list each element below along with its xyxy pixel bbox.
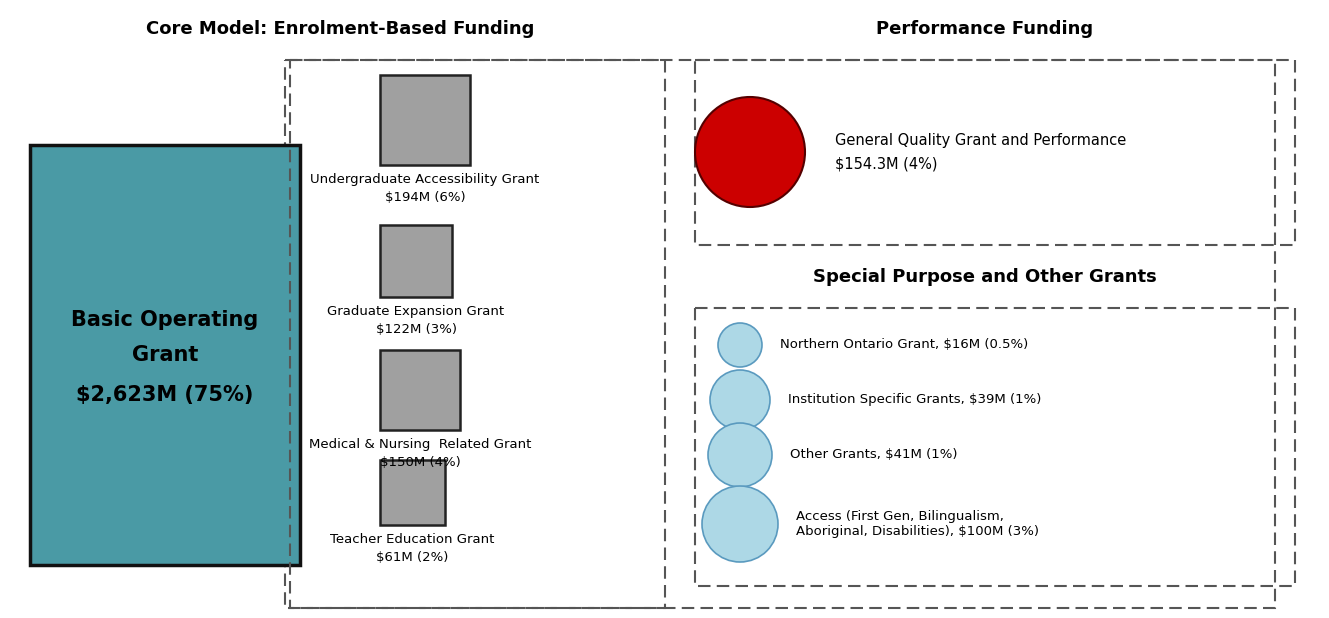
FancyBboxPatch shape bbox=[31, 145, 300, 565]
Circle shape bbox=[710, 370, 769, 430]
Circle shape bbox=[718, 323, 762, 367]
Text: Other Grants, $41M (1%): Other Grants, $41M (1%) bbox=[789, 449, 957, 462]
Text: Grant: Grant bbox=[132, 345, 198, 365]
FancyBboxPatch shape bbox=[380, 350, 460, 430]
Text: $61M (2%): $61M (2%) bbox=[376, 551, 449, 564]
Text: Performance Funding: Performance Funding bbox=[876, 20, 1094, 38]
Text: Undergraduate Accessibility Grant: Undergraduate Accessibility Grant bbox=[311, 173, 540, 186]
Text: Institution Specific Grants, $39M (1%): Institution Specific Grants, $39M (1%) bbox=[788, 394, 1042, 407]
Circle shape bbox=[695, 97, 805, 207]
Text: Graduate Expansion Grant: Graduate Expansion Grant bbox=[327, 305, 505, 318]
Text: Northern Ontario Grant, $16M (0.5%): Northern Ontario Grant, $16M (0.5%) bbox=[780, 339, 1029, 352]
Text: $194M (6%): $194M (6%) bbox=[384, 191, 465, 204]
Circle shape bbox=[702, 486, 777, 562]
Text: Special Purpose and Other Grants: Special Purpose and Other Grants bbox=[813, 268, 1156, 286]
Text: $2,623M (75%): $2,623M (75%) bbox=[76, 385, 254, 405]
Text: Teacher Education Grant: Teacher Education Grant bbox=[331, 533, 494, 546]
Text: $154.3M (4%): $154.3M (4%) bbox=[835, 156, 937, 172]
FancyBboxPatch shape bbox=[380, 225, 452, 297]
Text: Basic Operating: Basic Operating bbox=[72, 310, 259, 330]
FancyBboxPatch shape bbox=[380, 75, 470, 165]
Text: Medical & Nursing  Related Grant: Medical & Nursing Related Grant bbox=[308, 438, 532, 451]
Text: Access (First Gen, Bilingualism,
Aboriginal, Disabilities), $100M (3%): Access (First Gen, Bilingualism, Aborigi… bbox=[796, 510, 1039, 538]
Circle shape bbox=[708, 423, 772, 487]
Text: $122M (3%): $122M (3%) bbox=[376, 323, 456, 336]
Text: $150M (4%): $150M (4%) bbox=[380, 456, 460, 469]
Text: Core Model: Enrolment-Based Funding: Core Model: Enrolment-Based Funding bbox=[146, 20, 534, 38]
FancyBboxPatch shape bbox=[380, 460, 445, 525]
Text: General Quality Grant and Performance: General Quality Grant and Performance bbox=[835, 132, 1126, 148]
